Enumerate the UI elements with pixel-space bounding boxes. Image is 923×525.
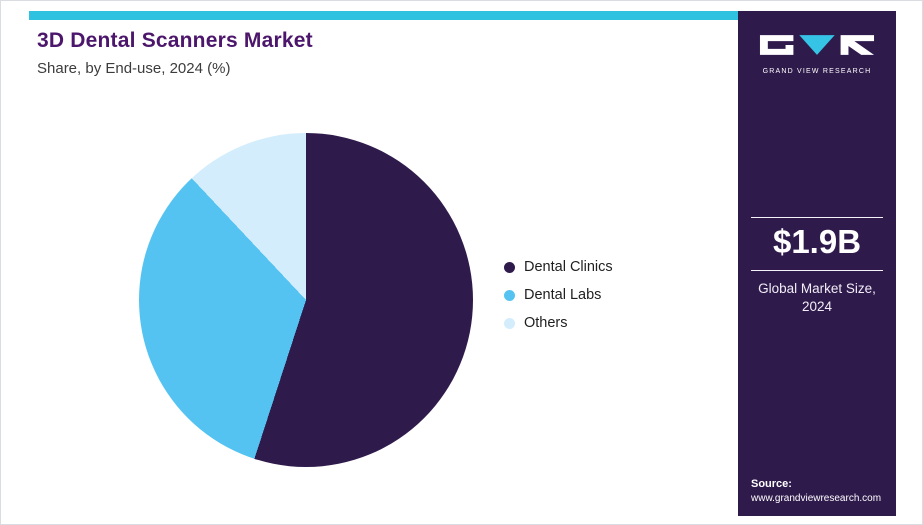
chart-subtitle: Share, by End-use, 2024 (%) (37, 60, 231, 77)
gvr-logo-icon (759, 35, 875, 55)
legend-label: Dental Clinics (524, 259, 613, 275)
gvr-logo: GRAND VIEW RESEARCH (738, 33, 896, 75)
source-label: Source: (751, 478, 792, 490)
top-accent-bar (29, 11, 738, 20)
title-block: 3D Dental Scanners Market Share, by End-… (37, 29, 313, 77)
market-size-caption: Global Market Size, 2024 (758, 281, 876, 315)
legend-label: Others (524, 315, 568, 331)
legend-dot-icon (504, 317, 515, 329)
legend-label: Dental Labs (524, 287, 602, 303)
legend-item: Dental Clinics (504, 259, 613, 275)
legend-dot-icon (504, 289, 515, 301)
legend-dot-icon (504, 261, 515, 273)
market-size-block: $1.9B Global Market Size, 2024 (751, 217, 883, 316)
page-title: 3D Dental Scanners Market (37, 29, 313, 52)
source-url: www.grandviewresearch.com (751, 493, 882, 504)
pie-chart (139, 133, 473, 467)
legend: Dental Clinics Dental Labs Others (504, 259, 613, 331)
source-block: Source: www.grandviewresearch.com (751, 478, 890, 504)
gvr-logo-text: GRAND VIEW RESEARCH (762, 68, 872, 75)
legend-item: Dental Labs (504, 287, 613, 303)
legend-item: Others (504, 315, 613, 331)
sidebar-panel: GRAND VIEW RESEARCH $1.9B Global Market … (738, 11, 896, 516)
market-size-value: $1.9B (751, 217, 883, 271)
